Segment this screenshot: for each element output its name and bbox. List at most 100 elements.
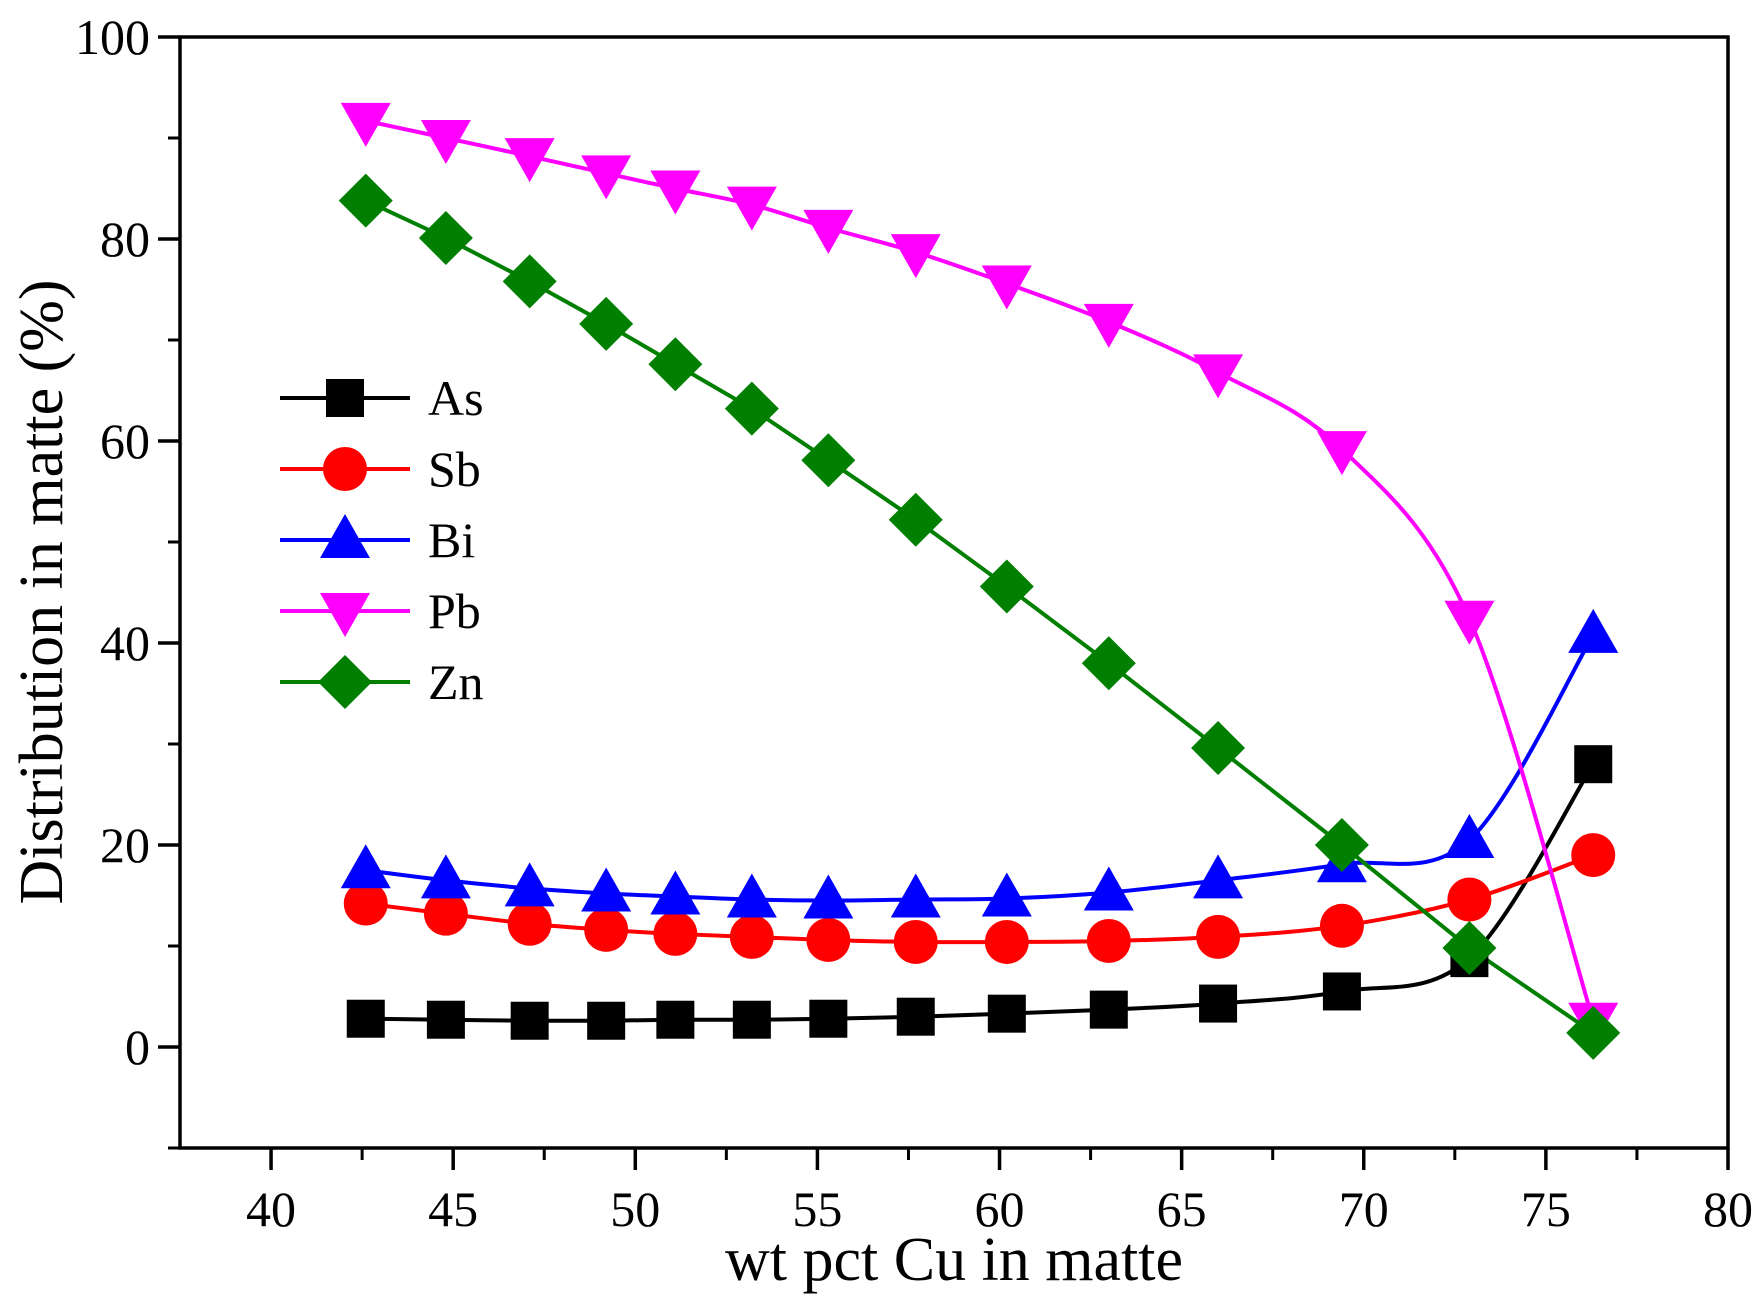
x-tick-label: 80 — [1703, 1181, 1753, 1237]
data-point-pb — [504, 138, 555, 183]
series-line-pb — [365, 118, 1596, 1022]
data-point-zn — [979, 559, 1034, 614]
data-point-zn — [1566, 1005, 1621, 1060]
data-point-pb — [1316, 431, 1367, 476]
x-tick-label: 70 — [1339, 1181, 1389, 1237]
x-axis-ticks: 40 45 50 55 60 65 70 75 80 — [246, 1148, 1753, 1237]
data-point-sb — [1571, 833, 1616, 878]
legend-label-pb: Pb — [428, 583, 481, 639]
legend-marker-sb — [323, 447, 367, 491]
data-point-zn — [801, 433, 856, 488]
data-point-zn — [1442, 921, 1497, 976]
x-tick-label: 45 — [428, 1181, 478, 1237]
data-point-as — [587, 1001, 626, 1040]
x-tick-label: 65 — [1157, 1181, 1207, 1237]
x-tick-label: 75 — [1521, 1181, 1571, 1237]
data-point-as — [987, 994, 1026, 1033]
data-point-bi — [650, 870, 701, 915]
data-point-zn — [579, 296, 634, 351]
plot-frame — [178, 35, 1730, 1150]
data-point-zn — [502, 254, 557, 309]
y-tick-label: 60 — [100, 413, 150, 469]
data-point-bi — [581, 867, 632, 912]
legend-label-zn: Zn — [428, 654, 484, 710]
series-line-as — [365, 763, 1595, 1023]
data-point-as — [510, 1001, 549, 1040]
data-point-pb — [803, 209, 854, 254]
data-point-pb — [1083, 303, 1134, 348]
data-point-bi — [1193, 854, 1244, 899]
data-point-sb — [1447, 877, 1492, 922]
data-point-sb — [729, 914, 774, 959]
data-point-zn — [888, 492, 943, 547]
y-tick-label: 40 — [100, 615, 150, 671]
legend-marker-as — [326, 379, 364, 417]
data-point-pb — [981, 265, 1032, 310]
data-point-bi — [340, 844, 391, 889]
data-point-sb — [1319, 903, 1364, 948]
x-tick-label: 50 — [610, 1181, 660, 1237]
data-point-as — [896, 997, 935, 1036]
series-lines — [364, 118, 1596, 1035]
x-tick-label: 60 — [975, 1181, 1025, 1237]
data-point-zn — [338, 173, 393, 228]
legend-label-as: As — [428, 370, 484, 426]
data-point-sb — [584, 907, 629, 952]
series-markers — [338, 102, 1621, 1060]
data-point-pb — [420, 120, 471, 164]
data-point-bi — [1083, 866, 1134, 911]
data-point-zn — [648, 337, 703, 392]
data-point-bi — [803, 874, 854, 919]
x-tick-label: 40 — [246, 1181, 296, 1237]
data-point-pb — [1193, 354, 1244, 399]
data-point-as — [732, 1000, 771, 1039]
data-point-sb — [653, 911, 698, 956]
data-point-zn — [1314, 818, 1369, 872]
data-point-zn — [724, 381, 779, 436]
data-point-pb — [581, 155, 632, 200]
data-point-as — [1574, 745, 1613, 784]
data-point-as — [426, 1000, 465, 1039]
data-point-pb — [340, 102, 391, 147]
data-point-zn — [418, 210, 473, 265]
data-point-zn — [1081, 636, 1136, 691]
data-point-bi — [1444, 813, 1495, 858]
x-axis-title: wt pct Cu in matte — [725, 1226, 1183, 1294]
data-point-bi — [981, 872, 1032, 917]
data-point-sb — [1196, 914, 1241, 959]
data-point-bi — [890, 873, 941, 918]
data-point-as — [1199, 984, 1238, 1023]
legend-label-sb: Sb — [428, 441, 481, 497]
data-point-pb — [1444, 600, 1495, 645]
data-point-as — [1089, 990, 1128, 1029]
x-tick-label: 55 — [792, 1181, 842, 1237]
data-point-bi — [504, 862, 555, 907]
data-point-sb — [1086, 918, 1131, 963]
data-point-bi — [726, 873, 777, 918]
data-point-sb — [423, 891, 468, 936]
data-point-sb — [806, 917, 851, 962]
y-axis-title: Distribution in matte (%) — [8, 279, 76, 904]
y-tick-label: 20 — [100, 817, 150, 873]
data-point-bi — [420, 854, 471, 899]
data-point-as — [346, 999, 385, 1038]
data-point-as — [809, 999, 848, 1038]
data-point-as — [656, 1000, 695, 1039]
data-point-pb — [650, 170, 701, 215]
legend-label-bi: Bi — [428, 512, 475, 568]
series-line-zn — [364, 198, 1595, 1035]
series-line-bi — [365, 633, 1595, 903]
y-tick-label: 80 — [100, 211, 150, 267]
y-tick-label: 100 — [75, 9, 150, 65]
data-point-pb — [726, 186, 777, 231]
legend-marker-zn — [318, 655, 372, 709]
data-point-sb — [893, 919, 938, 964]
data-point-zn — [1191, 721, 1246, 776]
data-point-sb — [984, 919, 1029, 964]
data-point-sb — [343, 881, 388, 926]
y-axis-ticks: 0 20 40 60 80 100 — [75, 9, 180, 1150]
y-tick-label: 0 — [125, 1019, 150, 1075]
data-point-bi — [1568, 608, 1619, 653]
legend-marker-bi — [320, 514, 370, 558]
